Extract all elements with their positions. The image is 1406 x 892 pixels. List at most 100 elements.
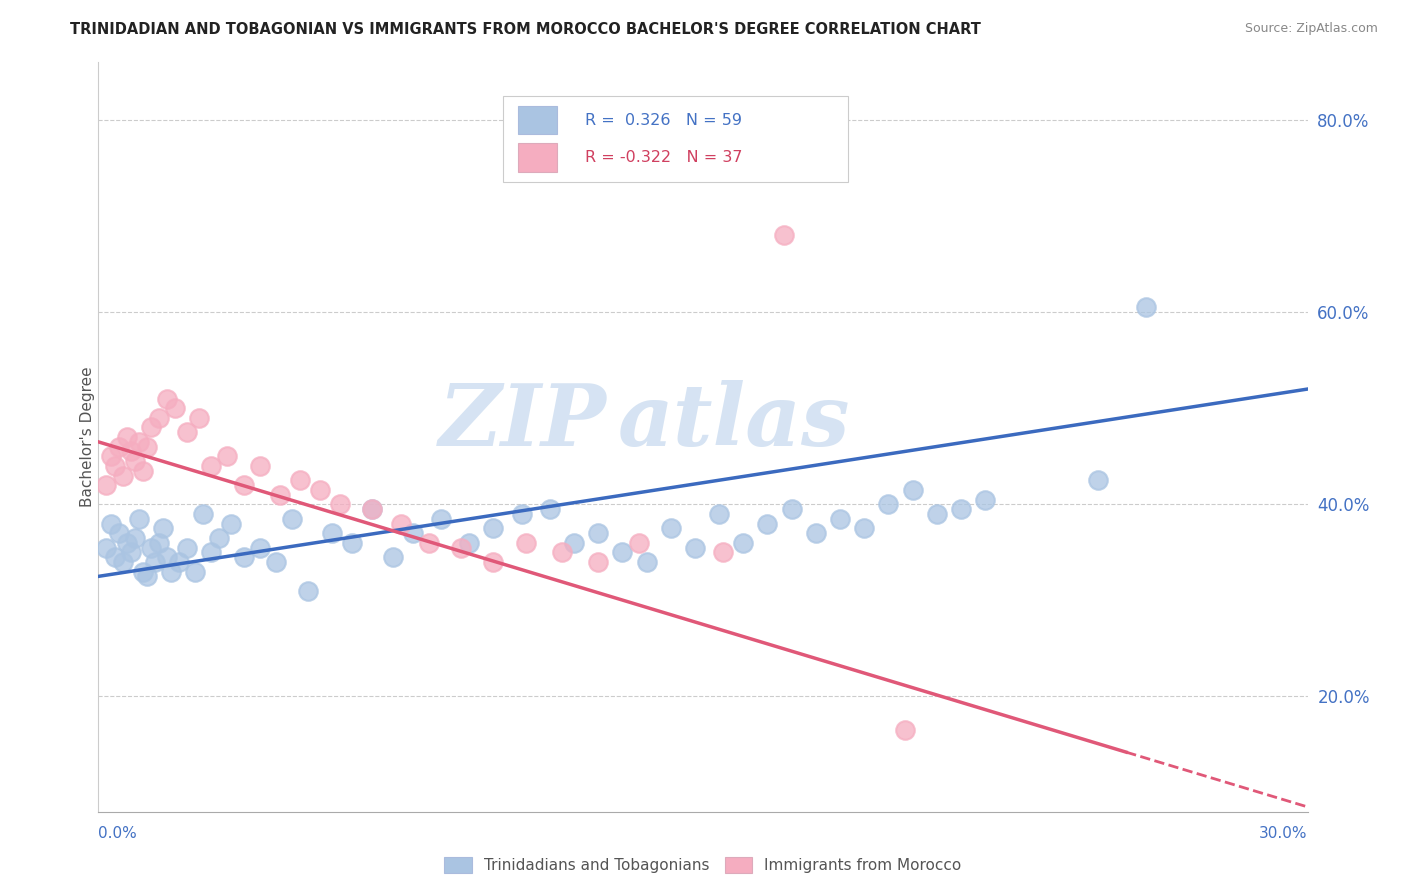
Point (733, 535, 755, 549)
Point (152, 521, 174, 535)
Point (342, 535, 364, 549)
Text: 30.0%: 30.0% (1260, 826, 1308, 841)
Point (402, 526, 425, 541)
Point (107, 440, 129, 454)
Bar (517, 106, 557, 135)
Point (132, 565, 155, 579)
Point (450, 541, 472, 555)
Point (139, 541, 162, 555)
Text: R = -0.322   N = 37: R = -0.322 N = 37 (585, 150, 742, 165)
Point (148, 535, 170, 549)
Point (176, 541, 198, 555)
Point (901, 483, 924, 497)
Point (636, 555, 658, 569)
Point (756, 516, 779, 531)
Legend: Trinidadians and Tobagonians, Immigrants from Morocco: Trinidadians and Tobagonians, Immigrants… (439, 851, 967, 879)
Point (163, 401, 186, 416)
Point (143, 555, 166, 569)
Text: R =  0.326   N = 59: R = 0.326 N = 59 (585, 112, 741, 128)
Point (780, 502, 803, 516)
Point (217, 450, 239, 464)
Point (100, 450, 122, 464)
Point (100, 516, 122, 531)
Point (925, 507, 948, 521)
Point (120, 545, 142, 559)
Point (148, 410, 170, 425)
Point (249, 541, 271, 555)
Text: Source: ZipAtlas.com: Source: ZipAtlas.com (1244, 22, 1378, 36)
Point (232, 550, 254, 565)
Point (281, 512, 304, 526)
Point (361, 502, 384, 516)
Point (612, 545, 634, 559)
Point (329, 497, 352, 511)
Point (551, 545, 574, 559)
Point (103, 458, 125, 473)
Y-axis label: Bachelor's Degree: Bachelor's Degree (80, 367, 94, 508)
Point (96, 478, 118, 492)
Point (361, 502, 384, 516)
Point (115, 430, 138, 444)
Point (128, 434, 150, 449)
Point (627, 535, 650, 549)
Point (949, 502, 972, 516)
Point (232, 478, 254, 492)
Point (200, 545, 222, 559)
Point (139, 420, 162, 434)
Point (974, 492, 997, 507)
Point (96, 541, 118, 555)
Point (828, 512, 851, 526)
Point (111, 555, 134, 569)
Point (772, 228, 794, 243)
Point (200, 458, 222, 473)
Point (877, 497, 900, 511)
Point (562, 535, 585, 549)
Point (1135, 301, 1157, 315)
Point (321, 526, 343, 541)
Point (208, 531, 231, 545)
Point (586, 526, 609, 541)
Point (264, 555, 287, 569)
Text: atlas: atlas (619, 380, 851, 464)
Point (221, 516, 243, 531)
Text: ZIP: ZIP (439, 380, 606, 464)
Point (128, 512, 150, 526)
Point (269, 488, 291, 502)
Point (115, 535, 138, 549)
Point (430, 512, 453, 526)
Point (193, 507, 215, 521)
Point (124, 531, 146, 545)
Point (132, 464, 155, 478)
Point (297, 583, 319, 598)
Point (510, 507, 533, 521)
Point (167, 555, 190, 569)
Point (893, 723, 915, 737)
Point (418, 535, 440, 549)
Point (458, 535, 481, 549)
Text: 0.0%: 0.0% (98, 826, 138, 841)
Point (120, 444, 142, 458)
Point (156, 550, 179, 565)
Point (160, 565, 183, 579)
Point (309, 483, 332, 497)
Point (389, 516, 412, 531)
Text: TRINIDADIAN AND TOBAGONIAN VS IMMIGRANTS FROM MOROCCO BACHELOR'S DEGREE CORRELAT: TRINIDADIAN AND TOBAGONIAN VS IMMIGRANTS… (70, 22, 981, 37)
Point (103, 550, 125, 565)
Point (1087, 473, 1109, 487)
Point (586, 555, 609, 569)
Point (707, 507, 730, 521)
Point (135, 440, 157, 454)
Point (188, 410, 211, 425)
Point (683, 541, 706, 555)
Point (107, 526, 129, 541)
Point (515, 535, 537, 549)
Point (184, 565, 207, 579)
Point (482, 521, 505, 535)
Point (659, 521, 682, 535)
Point (176, 425, 198, 440)
Point (804, 526, 827, 541)
Point (288, 473, 311, 487)
Point (381, 550, 404, 565)
Bar (503, 96, 848, 182)
Point (135, 569, 157, 583)
